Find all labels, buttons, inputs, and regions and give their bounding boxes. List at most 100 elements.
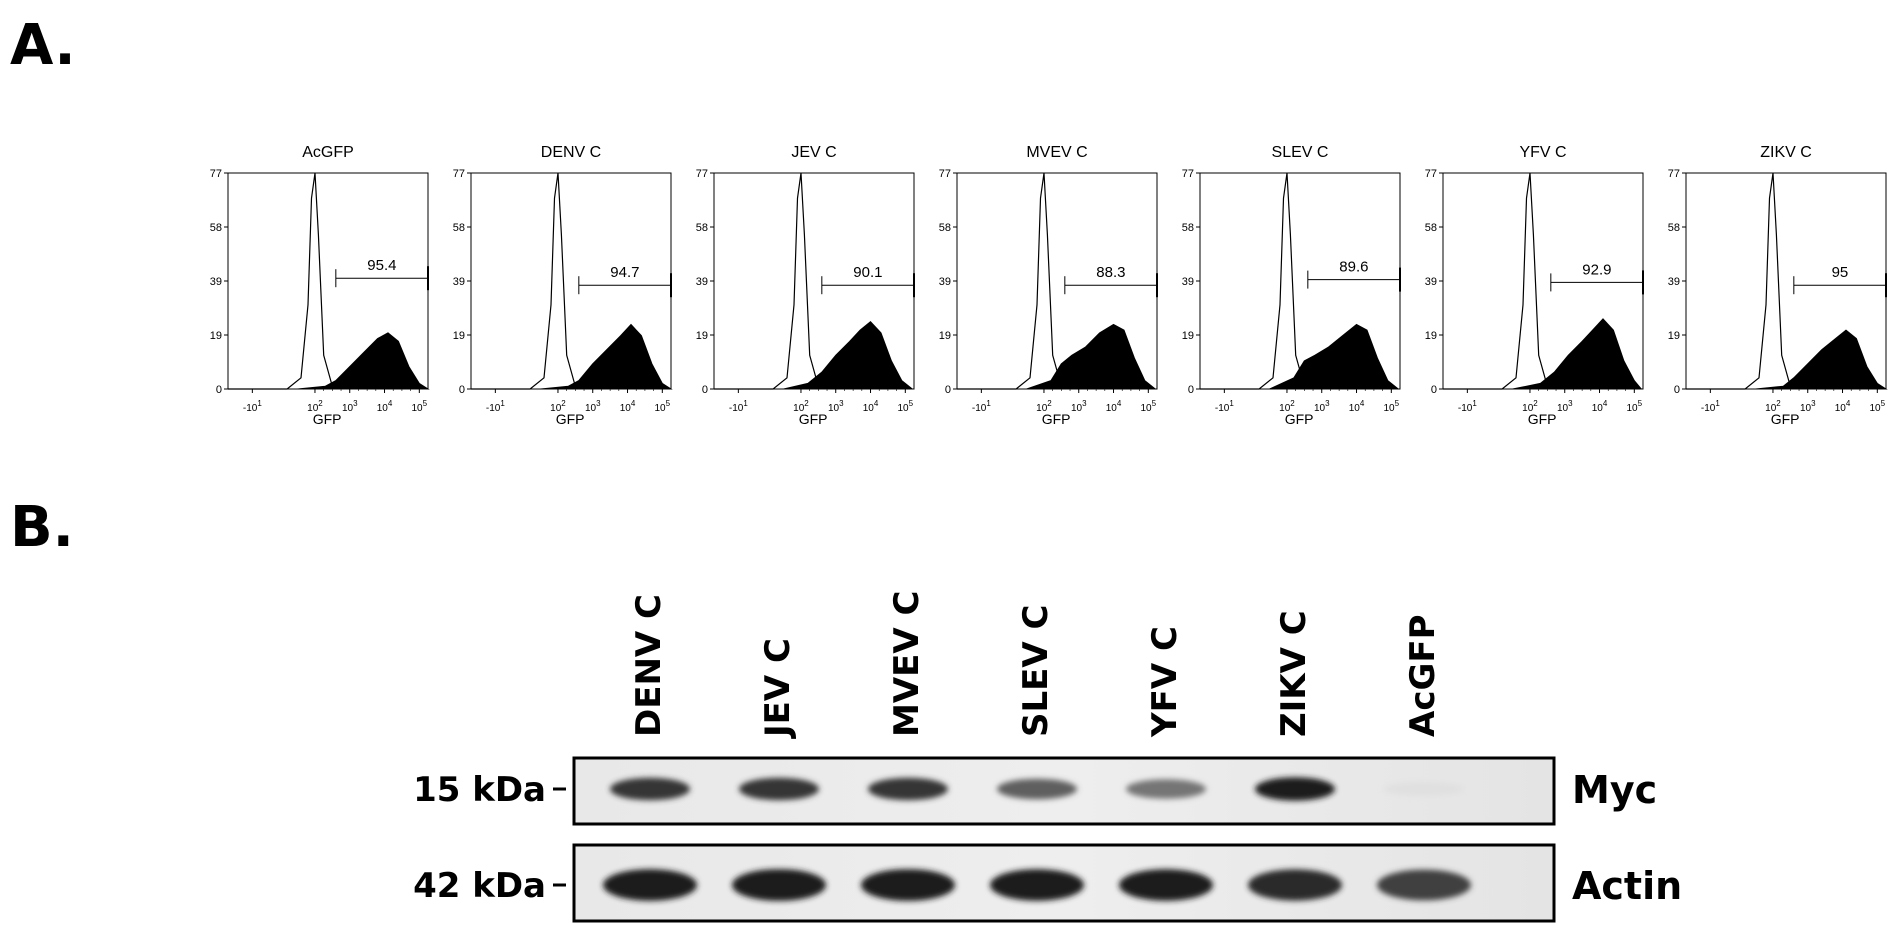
histogram-title: DENV C <box>541 144 601 161</box>
blot-strip-actin <box>572 843 1556 923</box>
x-tick-label: 105 <box>1870 399 1886 414</box>
x-tick-label: -101 <box>243 399 262 414</box>
histogram-sample-fill <box>1200 323 1400 390</box>
histogram-control-line <box>1686 172 1808 390</box>
y-tick-label: 77 <box>453 168 465 180</box>
x-axis-title: GFP <box>799 411 828 427</box>
x-tick-label: 102 <box>1036 399 1052 414</box>
y-tick-label: 19 <box>210 330 222 342</box>
blot-frame <box>572 756 1556 826</box>
y-tick-label: 0 <box>1674 384 1680 396</box>
x-tick-label: -101 <box>729 399 748 414</box>
molecular-weight-label: 42 kDa <box>413 866 546 906</box>
x-axis-title: GFP <box>313 411 342 427</box>
blot-band <box>1255 777 1335 801</box>
lane-label: AcGFP <box>1403 614 1443 737</box>
panel-label-a: A. <box>10 13 76 78</box>
x-tick-label: 102 <box>1522 399 1538 414</box>
blot-frame <box>572 843 1556 923</box>
x-tick-label: 105 <box>1627 399 1643 414</box>
y-tick-label: 0 <box>1188 384 1194 396</box>
histogram-title: MVEV C <box>1026 144 1087 161</box>
blot-band <box>732 869 826 901</box>
lane-label: JEV C <box>758 638 798 739</box>
y-tick-label: 77 <box>1425 168 1437 180</box>
x-tick-label: 105 <box>655 399 671 414</box>
x-tick-label: 102 <box>307 399 323 414</box>
y-tick-label: 0 <box>216 384 222 396</box>
histogram-7: ZIKV C 0 19 39 58 77 -101 102 103 104 105 GFP 95 <box>1668 144 1888 427</box>
blot-band <box>990 869 1084 901</box>
blot-band <box>1248 869 1342 901</box>
gate-percentage: 95.4 <box>367 257 396 274</box>
gate-percentage: 88.3 <box>1096 264 1125 281</box>
x-axis-title: GFP <box>1285 411 1314 427</box>
y-tick-label: 77 <box>939 168 951 180</box>
y-tick-label: 39 <box>210 276 222 288</box>
y-tick-label: 58 <box>939 222 951 234</box>
y-tick-label: 58 <box>1182 222 1194 234</box>
histogram-2: DENV C 0 19 39 58 77 -101 102 103 104 105 GFP 94.7 <box>453 144 673 427</box>
blot-band <box>868 777 948 801</box>
x-axis-title: GFP <box>1528 411 1557 427</box>
blot-band <box>997 778 1077 800</box>
x-tick-label: 102 <box>550 399 566 414</box>
histogram-title: AcGFP <box>302 144 354 161</box>
y-tick-label: 19 <box>939 330 951 342</box>
histogram-control-line <box>228 172 350 390</box>
x-tick-label: 104 <box>1592 399 1608 414</box>
lane-label: MVEV C <box>887 591 927 737</box>
y-tick-label: 39 <box>1425 276 1437 288</box>
panel-label-b: B. <box>10 495 74 560</box>
lane-label: ZIKV C <box>1274 610 1314 737</box>
gate-percentage: 90.1 <box>853 264 882 281</box>
histogram-title: YFV C <box>1519 144 1566 161</box>
x-tick-label: 104 <box>1349 399 1365 414</box>
y-tick-label: 58 <box>1425 222 1437 234</box>
y-tick-label: 19 <box>453 330 465 342</box>
y-tick-label: 39 <box>696 276 708 288</box>
gate-percentage: 94.7 <box>610 264 639 281</box>
histogram-sample-fill <box>228 332 430 390</box>
histogram-5: SLEV C 0 19 39 58 77 -101 102 103 104 105 GFP 89.6 <box>1182 144 1401 427</box>
blot-band <box>861 869 955 901</box>
x-tick-label: 104 <box>620 399 636 414</box>
lane-label: YFV C <box>1145 626 1185 738</box>
histogram-sample-fill <box>714 321 914 390</box>
x-tick-label: 102 <box>1279 399 1295 414</box>
x-tick-label: -101 <box>1701 399 1720 414</box>
histogram-sample-fill <box>471 323 673 390</box>
y-tick-label: 58 <box>453 222 465 234</box>
histogram-control-line <box>1443 172 1565 390</box>
y-tick-label: 77 <box>1182 168 1194 180</box>
y-tick-label: 19 <box>1668 330 1680 342</box>
x-axis-title: GFP <box>1771 411 1800 427</box>
blot-antibody-label: Myc <box>1572 768 1657 812</box>
histogram-6: YFV C 0 19 39 58 77 -101 102 103 104 105 GFP 92.9 <box>1425 144 1644 427</box>
flow-cytometry-panel: AcGFP 0 19 39 58 77 -101 102 103 104 105 GFP 95.4 DEN… <box>210 144 1888 427</box>
x-tick-label: 102 <box>793 399 809 414</box>
gate-percentage: 89.6 <box>1339 259 1368 276</box>
blot-band <box>610 777 690 801</box>
y-tick-label: 0 <box>459 384 465 396</box>
histogram-sample-fill <box>1443 318 1643 390</box>
lane-label: SLEV C <box>1016 605 1056 737</box>
histogram-title: JEV C <box>791 144 836 161</box>
y-tick-label: 58 <box>1668 222 1680 234</box>
y-tick-label: 77 <box>696 168 708 180</box>
x-tick-label: 105 <box>412 399 428 414</box>
x-tick-label: -101 <box>1215 399 1234 414</box>
lane-label: DENV C <box>629 594 669 737</box>
blot-band <box>1126 779 1206 799</box>
x-tick-label: -101 <box>486 399 505 414</box>
y-tick-label: 0 <box>945 384 951 396</box>
x-tick-label: -101 <box>1458 399 1477 414</box>
histogram-control-line <box>471 172 593 390</box>
histogram-title: SLEV C <box>1272 144 1329 161</box>
x-tick-label: 103 <box>342 399 358 414</box>
x-tick-label: 103 <box>828 399 844 414</box>
x-tick-label: 104 <box>1835 399 1851 414</box>
x-tick-label: 104 <box>863 399 879 414</box>
x-tick-label: 104 <box>1106 399 1122 414</box>
blot-band <box>1119 869 1213 901</box>
